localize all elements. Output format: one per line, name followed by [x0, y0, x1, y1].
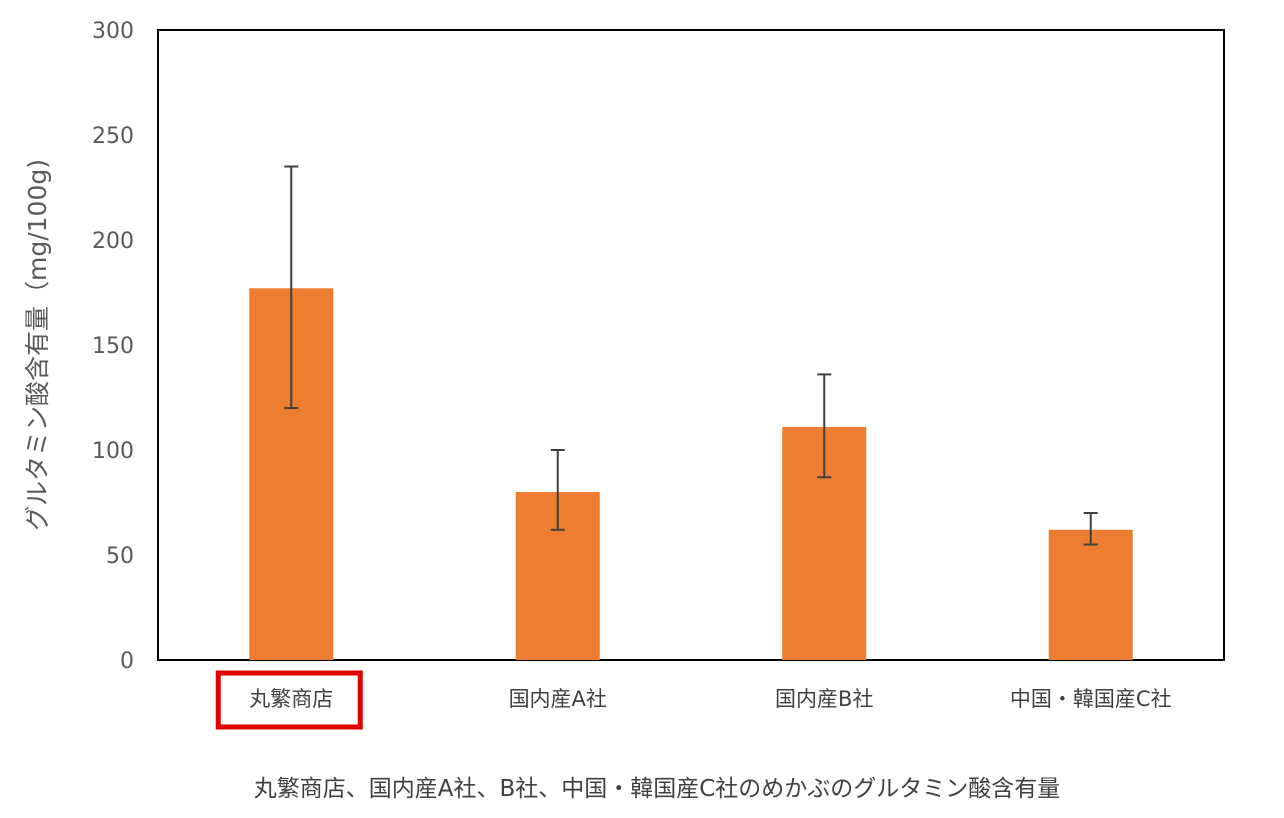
- y-tick-label: 250: [92, 124, 134, 149]
- y-tick-label: 150: [92, 334, 134, 359]
- y-tick-label: 300: [92, 19, 134, 44]
- y-axis-label: グルタミン酸含有量（mg/100g): [23, 159, 52, 531]
- x-tick-label: 中国・韓国産C社: [1010, 687, 1172, 711]
- x-tick-label: 国内産A社: [509, 687, 607, 711]
- y-tick-label: 200: [92, 229, 134, 254]
- figure-caption: 丸繁商店、国内産A社、B社、中国・韓国産C社のめかぶのグルタミン酸含有量: [253, 776, 1061, 802]
- highlight-box: [215, 670, 363, 730]
- y-tick-label: 50: [106, 544, 134, 569]
- x-tick-label: 国内産B社: [775, 687, 873, 711]
- y-tick-label: 0: [120, 649, 134, 674]
- bar: [1048, 529, 1133, 660]
- plot-area-frame: [157, 29, 1225, 661]
- x-tick-label: 丸繁商店: [249, 687, 333, 711]
- y-tick-label: 100: [92, 439, 134, 464]
